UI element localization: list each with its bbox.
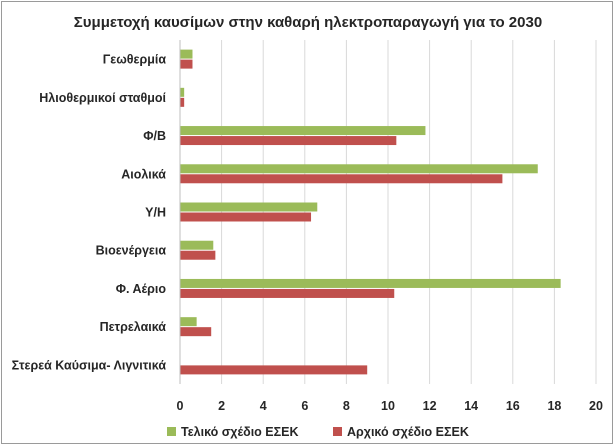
category-label: Ηλιοθερμικοί σταθμοί: [39, 91, 166, 105]
bar-final-6: [180, 278, 561, 288]
category-label: Βιοενέργεια: [96, 244, 167, 258]
bar-initial-1: [180, 97, 185, 107]
category-label: Αιολικά: [121, 167, 166, 181]
legend-label: Αρχικό σχέδιο ΕΣΕΚ: [347, 425, 469, 439]
bar-final-5: [180, 240, 214, 250]
bar-initial-2: [180, 136, 397, 146]
legend-label: Τελικό σχέδιο ΕΣΕΚ: [181, 425, 298, 439]
x-tick-label: 12: [423, 399, 437, 413]
x-tick-labels: 0 2 4 6 8 10 12 14 16 18 20: [177, 399, 603, 413]
bar-initial-5: [180, 250, 216, 260]
category-label: Στερεά Καύσιμα- Λιγνιτικά: [12, 358, 167, 372]
legend: Τελικό σχέδιο ΕΣΕΚ Αρχικό σχέδιο ΕΣΕΚ: [167, 425, 469, 439]
x-tick-label: 20: [589, 399, 603, 413]
category-label: Υ/Η: [145, 206, 166, 220]
bar-initial-3: [180, 174, 503, 184]
legend-swatch: [167, 427, 176, 436]
bars: [180, 49, 561, 375]
bar-initial-4: [180, 212, 312, 222]
bar-final-1: [180, 87, 185, 97]
category-label: Γεωθερμία: [103, 53, 167, 67]
x-tick-label: 2: [218, 399, 225, 413]
x-tick-label: 14: [464, 399, 478, 413]
x-tick-label: 8: [343, 399, 350, 413]
bar-initial-6: [180, 288, 395, 298]
category-label: Φ. Αέριο: [116, 282, 167, 296]
x-tick-label: 18: [547, 399, 561, 413]
x-tick-label: 16: [506, 399, 520, 413]
bar-final-2: [180, 126, 426, 136]
legend-swatch: [333, 427, 342, 436]
x-tick-label: 4: [260, 399, 267, 413]
chart-title: Συμμετοχή καυσίμων στην καθαρή ηλεκτροπα…: [74, 14, 542, 31]
x-tick-label: 10: [381, 399, 395, 413]
category-label: Φ/Β: [143, 129, 166, 143]
gridlines: [221, 40, 597, 384]
x-tick-label: 6: [301, 399, 308, 413]
category-label: Πετρελαικά: [100, 320, 167, 334]
bar-initial-0: [180, 59, 193, 69]
bar-final-7: [180, 317, 197, 327]
bar-final-0: [180, 49, 193, 59]
bar-initial-8: [180, 365, 368, 375]
bar-final-3: [180, 164, 538, 174]
bar-initial-7: [180, 327, 212, 337]
category-labels: Γεωθερμία Ηλιοθερμικοί σταθμοί Φ/Β Αιολικά Υ…: [12, 53, 167, 373]
x-tick-label: 0: [177, 399, 184, 413]
bar-final-4: [180, 202, 318, 212]
